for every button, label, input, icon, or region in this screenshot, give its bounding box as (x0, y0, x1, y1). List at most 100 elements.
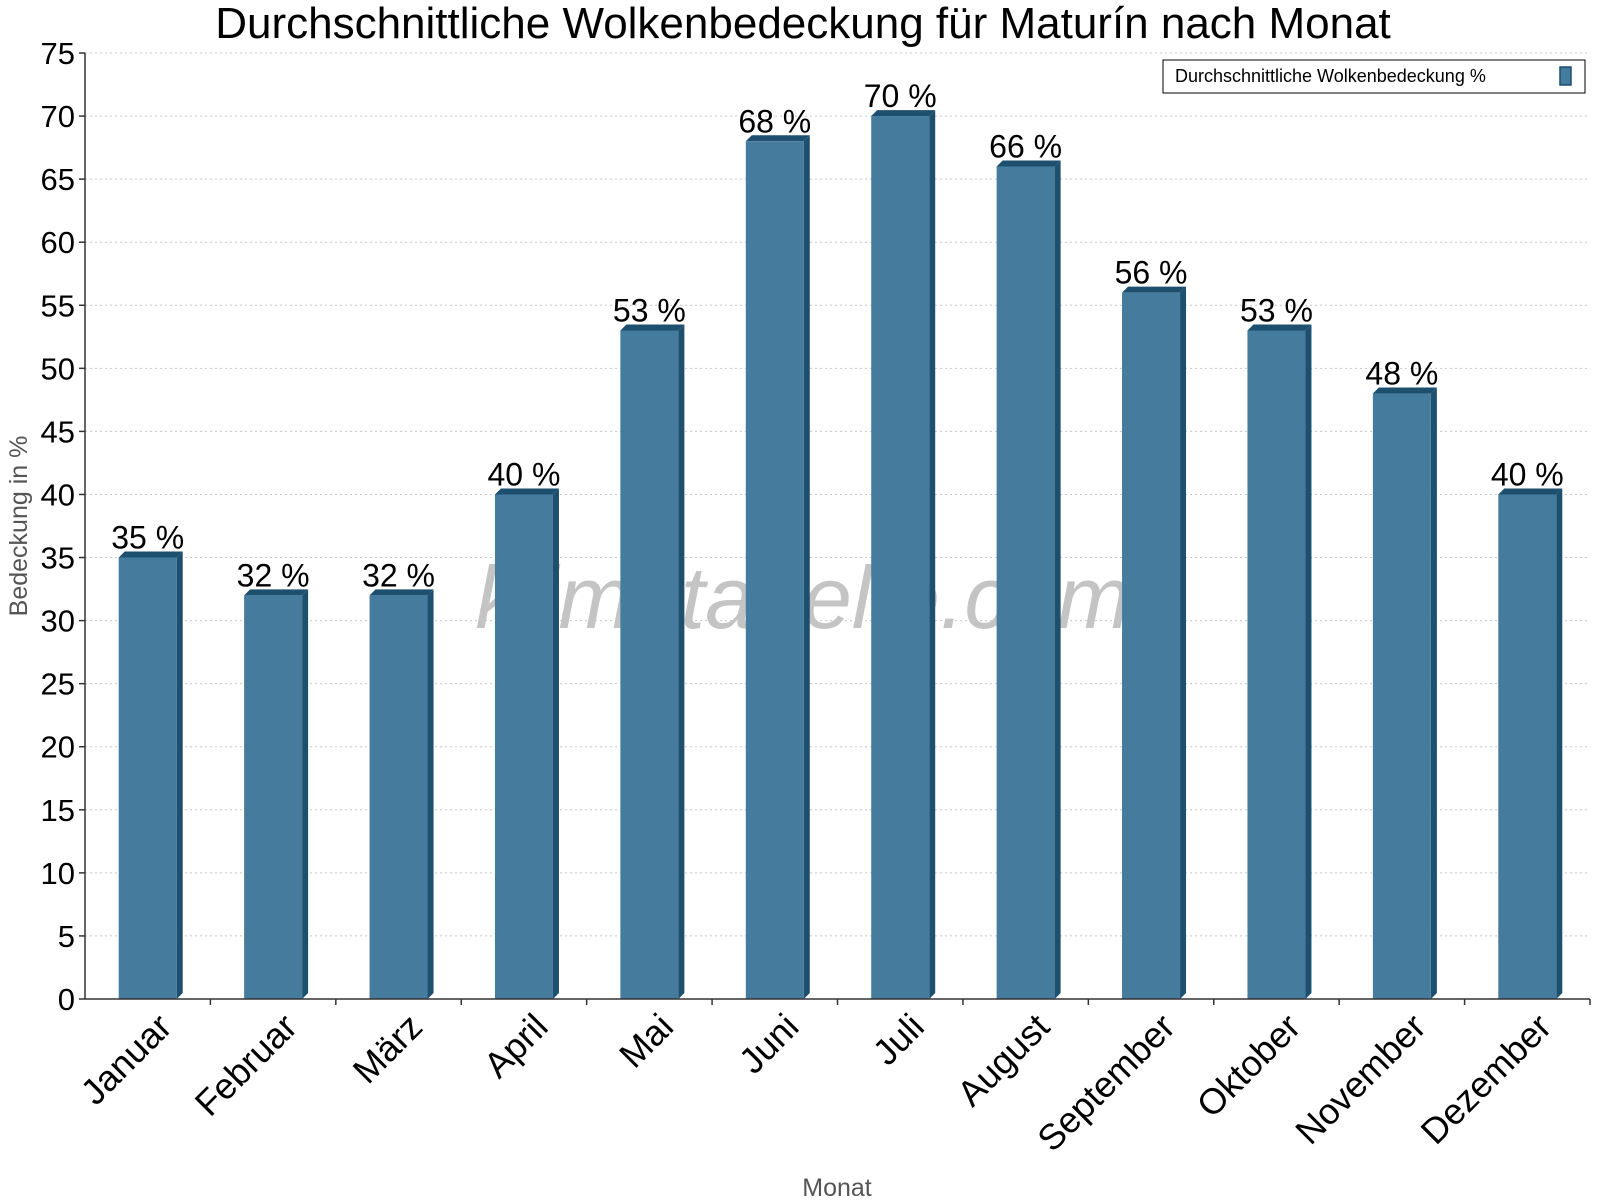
bar-front-face (494, 494, 553, 999)
legend-swatch (1559, 66, 1572, 86)
x-tick-label: Mai (611, 1006, 681, 1076)
bar-side-face (302, 589, 309, 999)
y-tick-label: 5 (58, 919, 75, 954)
y-tick-label: 0 (58, 982, 75, 1017)
bar-juni (745, 135, 810, 999)
bar-front-face (871, 116, 930, 1000)
bar-juli (871, 110, 936, 1000)
bar-side-face (1305, 324, 1312, 999)
data-labels: 35 % 32 % 32 % 40 % 53 % 68 % 70 % 66 % 56 % 53 %… (111, 78, 1564, 593)
data-label: 53 % (1240, 292, 1313, 328)
bar-side-face (176, 551, 183, 999)
bar-front-face (369, 595, 428, 999)
x-tick-label: Juli (865, 1006, 932, 1073)
bar-front-face (745, 141, 804, 999)
bar-januar (118, 551, 183, 999)
data-label: 32 % (237, 557, 310, 593)
y-tick-label: 55 (41, 288, 75, 323)
bar-front-face (244, 595, 303, 999)
data-label: 70 % (864, 78, 937, 114)
bar-top-face (494, 488, 559, 495)
bar-front-face (1122, 292, 1181, 999)
bar-dezember (1498, 488, 1563, 999)
y-tick-label: 15 (41, 793, 75, 828)
bar-side-face (1430, 387, 1437, 999)
bar-front-face (1247, 330, 1306, 999)
x-axis-title: Monat (802, 1174, 872, 1200)
y-tick-label: 45 (41, 414, 75, 449)
bars (118, 110, 1563, 1000)
bar-side-face (803, 135, 810, 999)
y-tick-label: 75 (41, 36, 75, 71)
x-tick-label: Oktober (1189, 1006, 1309, 1126)
x-tick-label: April (476, 1006, 556, 1086)
bar-side-face (427, 589, 434, 999)
bar-front-face (996, 166, 1055, 999)
data-label: 40 % (487, 456, 560, 492)
y-axis-title: Bedeckung in % (5, 436, 33, 617)
bar-top-face (745, 135, 810, 142)
data-label: 40 % (1491, 456, 1564, 492)
y-tick-label: 25 (41, 667, 75, 702)
legend: Durchschnittliche Wolkenbedeckung % (1162, 59, 1586, 94)
y-tick-label: 30 (41, 604, 75, 639)
y-tick-labels: 0 5 10 15 20 25 30 35 40 45 50 55 60 65 70 75 (41, 36, 85, 1017)
bar-august (996, 160, 1061, 999)
bar-top-face (620, 324, 685, 331)
chart-title: Durchschnittliche Wolkenbedeckung für Ma… (215, 0, 1391, 48)
data-label: 48 % (1365, 356, 1438, 392)
bar-märz (369, 589, 434, 999)
bar-front-face (1498, 494, 1557, 999)
data-label: 35 % (111, 520, 184, 556)
bar-side-face (1556, 488, 1563, 999)
x-tick-label: Juni (731, 1006, 807, 1082)
bar-top-face (996, 160, 1061, 167)
x-tick-labels: Januar Februar März April Mai Juni Juli AugustS… (73, 999, 1591, 1160)
data-label: 66 % (989, 129, 1062, 165)
bar-top-face (244, 589, 309, 596)
bar-november (1372, 387, 1437, 999)
x-tick-label: Februar (187, 1006, 305, 1124)
y-tick-label: 35 (41, 541, 75, 576)
x-tick-label: September (1029, 1006, 1183, 1160)
bar-top-face (1247, 324, 1312, 331)
x-tick-label: März (345, 1006, 431, 1092)
legend-box (1162, 59, 1586, 94)
bar-februar (244, 589, 309, 999)
bar-front-face (620, 330, 679, 999)
bar-mai (620, 324, 685, 999)
bar-side-face (1180, 286, 1187, 999)
bar-oktober (1247, 324, 1312, 999)
bar-top-face (1122, 286, 1187, 293)
bar-top-face (369, 589, 434, 596)
y-tick-label: 10 (41, 856, 75, 891)
x-tick-label: Januar (73, 1006, 180, 1113)
data-label: 53 % (613, 292, 686, 328)
data-label: 56 % (1115, 255, 1188, 291)
bar-top-face (1372, 387, 1437, 394)
bar-side-face (1054, 160, 1061, 999)
bar-april (494, 488, 559, 999)
data-label: 68 % (738, 103, 811, 139)
bar-side-face (552, 488, 559, 999)
bar-top-face (871, 110, 936, 117)
data-label: 32 % (362, 557, 435, 593)
y-tick-label: 65 (41, 162, 75, 197)
x-tick-label: August (949, 1006, 1057, 1114)
y-tick-label: 50 (41, 351, 75, 386)
y-tick-label: 20 (41, 730, 75, 765)
y-tick-label: 70 (41, 99, 75, 134)
y-tick-label: 40 (41, 477, 75, 512)
x-tick-label: November (1287, 1006, 1433, 1152)
bar-september (1122, 286, 1187, 999)
axes (84, 53, 1590, 1000)
y-tick-label: 60 (41, 225, 75, 260)
bar-top-face (1498, 488, 1563, 495)
x-tick-label: Dezember (1413, 1006, 1559, 1152)
bar-side-face (678, 324, 685, 999)
grid-lines (85, 52, 1590, 937)
bar-side-face (929, 110, 936, 1000)
legend-label: Durchschnittliche Wolkenbedeckung % (1175, 66, 1486, 86)
bar-front-face (1372, 393, 1431, 999)
